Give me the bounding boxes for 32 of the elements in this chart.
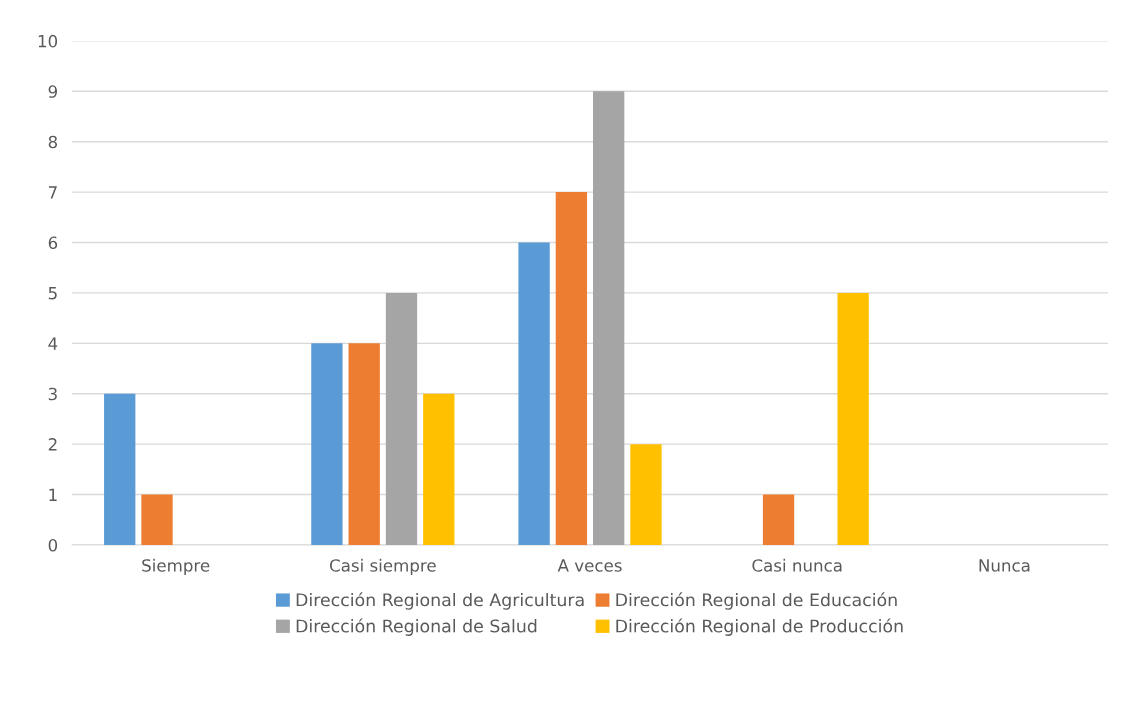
x-tick-label: A veces: [557, 559, 622, 572]
bar: [762, 494, 795, 545]
y-tick-label: 8: [48, 135, 58, 149]
bar: [837, 292, 869, 545]
bar: [141, 494, 173, 545]
y-tick-label: 7: [48, 186, 57, 199]
y-tick-label: 4: [48, 337, 58, 350]
y-tick-label: 1: [49, 488, 57, 501]
x-tick-label: Siempre: [142, 558, 210, 575]
y-tick-label: 10: [38, 34, 58, 48]
x-tick-label: Casi siempre: [329, 558, 436, 575]
bar: [518, 242, 550, 545]
y-tick-label: 6: [48, 236, 58, 250]
bar: [555, 192, 588, 545]
bar: [104, 393, 136, 545]
y-tick-label: 9: [48, 85, 57, 98]
bar: [348, 343, 380, 545]
y-tick-label: 5: [48, 287, 57, 300]
legend-label: Dirección Regional de Educación: [616, 592, 897, 610]
x-tick-label: Casi nunca: [752, 558, 842, 572]
legend-label: Dirección Regional de Salud: [296, 618, 537, 636]
bar: [385, 292, 418, 545]
legend-label: Dirección Regional de Agricultura: [296, 592, 584, 610]
bar: [311, 343, 343, 545]
x-tick-label: Nunca: [979, 559, 1030, 572]
legend-label: Dirección Regional de Producción: [616, 618, 903, 636]
y-tick-label: 0: [48, 538, 58, 552]
y-tick-label: 3: [48, 387, 57, 401]
y-tick-label: 2: [48, 438, 57, 451]
bar: [423, 393, 455, 545]
bar: [630, 444, 662, 545]
bar: [593, 91, 625, 545]
